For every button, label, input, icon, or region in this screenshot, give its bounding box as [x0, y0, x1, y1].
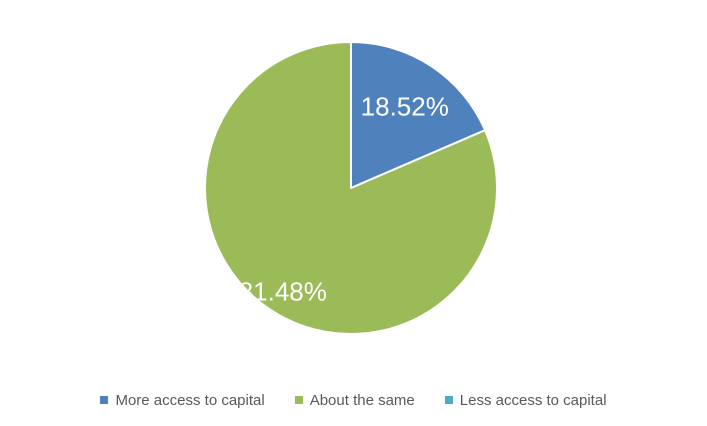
- legend-item-about-same: About the same: [294, 391, 415, 409]
- pie-data-labels: 18.52% 81.48%: [239, 91, 449, 306]
- legend: More access to capital About the same Le…: [0, 389, 707, 411]
- pie-slice-more-access: [350, 41, 487, 189]
- legend-label-more-access: More access to capital: [115, 391, 265, 409]
- legend-item-less-access: Less access to capital: [444, 391, 607, 409]
- pie-slices: [204, 41, 498, 335]
- pie-slice-about-same: [204, 41, 498, 335]
- data-label-more-access: 18.52%: [361, 91, 449, 121]
- legend-item-more-access: More access to capital: [100, 391, 265, 409]
- legend-swatch-more-access: [100, 396, 109, 404]
- legend-label-less-access: Less access to capital: [459, 391, 607, 409]
- legend-label-about-same: About the same: [309, 391, 415, 409]
- legend-swatch-less-access: [444, 396, 453, 404]
- data-label-about-same: 81.48%: [239, 277, 327, 307]
- legend-swatch-about-same: [294, 396, 303, 404]
